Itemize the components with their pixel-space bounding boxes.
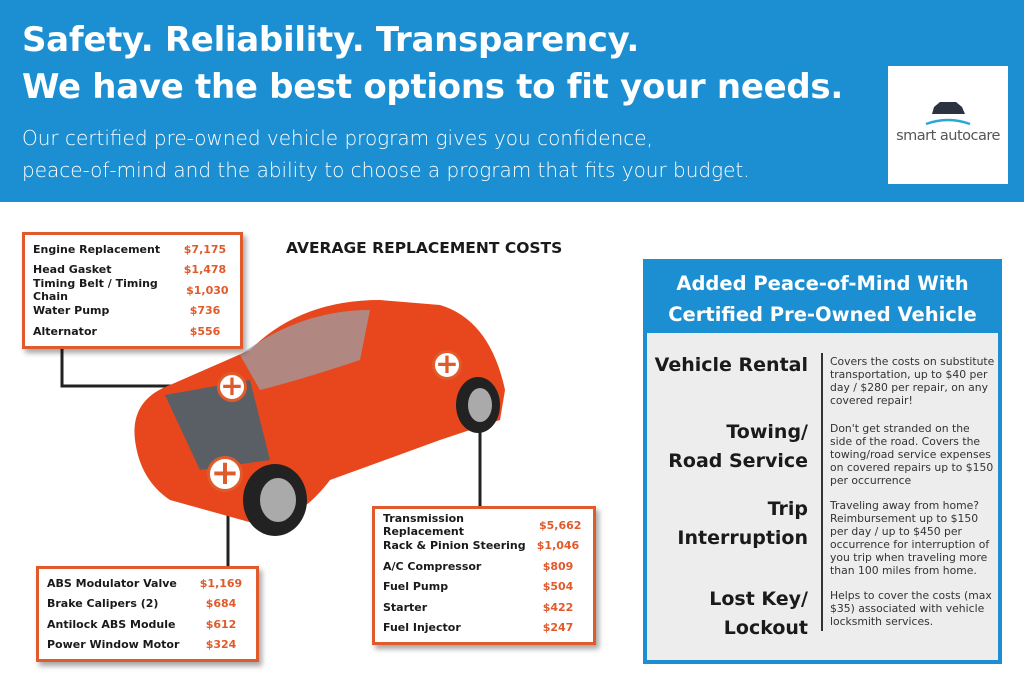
part-price: $612 xyxy=(205,617,237,631)
part-name: Starter xyxy=(383,600,428,614)
headline-line1: Safety. Reliability. Transparency. xyxy=(22,20,640,60)
cost-row: ABS Modulator Valve $1,169 xyxy=(47,573,248,594)
cost-row: Water Pump $736 xyxy=(33,301,232,322)
panel-title-line1: Added Peace-of-Mind With xyxy=(676,272,969,295)
divider xyxy=(821,353,823,631)
part-name: Fuel Injector xyxy=(383,621,461,635)
part-price: $1,169 xyxy=(199,576,243,590)
benefit-label-line1: Lost Key/ xyxy=(709,588,808,610)
benefit-label-line1: Towing/ xyxy=(726,421,808,443)
cost-row: Starter $422 xyxy=(383,597,585,618)
logo-text: smart autocare xyxy=(896,128,1000,144)
part-price: $1,030 xyxy=(186,283,229,297)
car-engine xyxy=(165,380,270,470)
connector-line xyxy=(60,340,220,388)
benefit-label-line2: Interruption xyxy=(677,527,808,549)
part-price: $1,478 xyxy=(183,263,227,277)
part-name: ABS Modulator Valve xyxy=(47,576,177,590)
benefit-label: Trip Interruption xyxy=(677,495,808,553)
plus-marker-icon: + xyxy=(207,456,243,492)
cost-row: Alternator $556 xyxy=(33,321,232,342)
plus-marker-icon: + xyxy=(217,372,247,402)
subtitle-line2: peace-of-mind and the ability to choose … xyxy=(22,158,750,182)
part-name: Brake Calipers (2) xyxy=(47,597,159,611)
part-name: Rack & Pinion Steering xyxy=(383,539,526,553)
brake-costs-box: ABS Modulator Valve $1,169 Brake Calipers … xyxy=(36,566,259,662)
cost-row: Brake Calipers (2) $684 xyxy=(47,594,248,615)
part-price: $422 xyxy=(542,600,574,614)
cost-row: Engine Replacement $7,175 xyxy=(33,239,232,260)
part-name: Water Pump xyxy=(33,304,110,318)
part-price: $809 xyxy=(542,559,574,573)
part-price: $504 xyxy=(542,580,574,594)
part-price: $556 xyxy=(189,324,221,338)
part-name: A/C Compressor xyxy=(383,559,482,573)
section-title: AVERAGE REPLACEMENT COSTS xyxy=(286,239,563,257)
cost-row: Fuel Injector $247 xyxy=(383,618,585,639)
part-name: Alternator xyxy=(33,324,97,338)
cost-row: Rack & Pinion Steering $1,046 xyxy=(383,536,585,557)
subtitle-line1: Our certified pre-owned vehicle program … xyxy=(22,126,653,150)
peace-of-mind-panel: Added Peace-of-Mind With Certified Pre-O… xyxy=(643,259,1002,664)
benefit-label-line1: Vehicle Rental xyxy=(654,354,808,376)
part-name: Power Window Motor xyxy=(47,638,180,652)
benefit-description: Don't get stranded on the side of the ro… xyxy=(830,422,994,487)
header-banner: Safety. Reliability. Transparency. We ha… xyxy=(0,0,1024,202)
benefit-label-line1: Trip xyxy=(767,498,808,520)
benefit-label-line2: Lockout xyxy=(723,617,808,639)
part-name: Timing Belt / Timing Chain xyxy=(33,277,158,304)
cost-row: A/C Compressor $809 xyxy=(383,556,585,577)
benefit-label: Lost Key/Lockout xyxy=(709,585,808,643)
benefit-label: Vehicle Rental xyxy=(655,351,808,380)
benefit-description: Traveling away from home? Reimbursement … xyxy=(830,499,990,577)
car-logo-icon xyxy=(925,102,971,126)
part-price: $5,662 xyxy=(538,518,582,532)
cost-row: Power Window Motor $324 xyxy=(47,635,248,656)
part-name: Engine Replacement xyxy=(33,242,161,256)
benefit-label-line2: Road Service xyxy=(668,450,808,472)
part-price: $7,175 xyxy=(183,242,227,256)
plus-marker-icon: + xyxy=(432,350,462,380)
panel-title: Added Peace-of-Mind With Certified Pre-O… xyxy=(647,263,998,333)
benefit-description: Covers the costs on substitute transport… xyxy=(830,355,995,407)
part-name: Fuel Pump xyxy=(383,580,449,594)
part-name: Head Gasket xyxy=(33,263,112,277)
car-windshield xyxy=(240,310,370,390)
part-price: $684 xyxy=(205,597,237,611)
part-price: $736 xyxy=(189,304,221,318)
part-price: $247 xyxy=(542,621,574,635)
part-price: $324 xyxy=(205,638,237,652)
part-price: $1,046 xyxy=(536,539,580,553)
engine-costs-box: Engine Replacement $7,175 Head Gasket $1,47… xyxy=(22,232,243,349)
panel-title-line2: Certified Pre-Owned Vehicle xyxy=(668,303,977,326)
cost-row: Fuel Pump $504 xyxy=(383,577,585,598)
smart-autocare-logo: smart autocare xyxy=(888,66,1008,184)
benefit-label: Towing/Road Service xyxy=(668,418,808,476)
part-name: Transmission Replacement xyxy=(383,512,465,539)
part-name: Antilock ABS Module xyxy=(47,617,176,631)
headline-line2: We have the best options to fit your nee… xyxy=(22,67,843,107)
cost-row: Timing Belt / Timing Chain $1,030 xyxy=(33,277,232,304)
drivetrain-costs-box: Transmission Replacement $5,662 Rack & Pin… xyxy=(372,506,596,645)
cost-row: Transmission Replacement $5,662 xyxy=(383,512,585,539)
cost-row: Head Gasket $1,478 xyxy=(33,260,232,281)
cost-row: Antilock ABS Module $612 xyxy=(47,614,248,635)
benefit-description: Helps to cover the costs (max $35) assoc… xyxy=(830,589,992,628)
